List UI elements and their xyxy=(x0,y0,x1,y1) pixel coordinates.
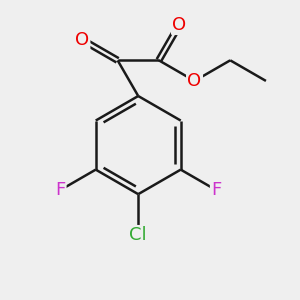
Text: O: O xyxy=(188,72,202,90)
Text: F: F xyxy=(55,181,65,199)
Text: O: O xyxy=(75,31,89,49)
Text: F: F xyxy=(211,181,221,199)
Text: O: O xyxy=(172,16,187,34)
Text: Cl: Cl xyxy=(129,226,147,244)
